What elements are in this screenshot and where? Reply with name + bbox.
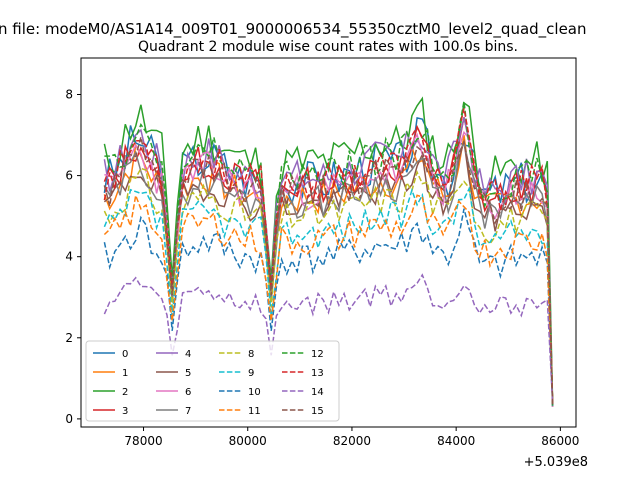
legend-label-14: 14 — [311, 387, 324, 398]
legend-label-15: 15 — [311, 406, 324, 417]
series-line-15 — [103, 136, 554, 407]
legend-label-6: 6 — [185, 387, 191, 398]
axes-frame — [80, 57, 577, 428]
x-tick-label-86000: 86000 — [541, 434, 579, 448]
x-tick-label-78000: 78000 — [124, 434, 162, 448]
legend-label-5: 5 — [185, 368, 191, 379]
legend-label-0: 0 — [122, 349, 128, 360]
chart-title: Quadrant 2 module wise count rates with … — [138, 39, 518, 55]
legend-label-4: 4 — [185, 349, 191, 360]
series-line-7 — [103, 140, 554, 405]
chart-suptitle: n file: modeM0/AS1A14_009T01_9000006534_… — [0, 20, 587, 39]
legend-label-10: 10 — [248, 387, 261, 398]
ticks-layer: 78000 80000 82000 84000 86000 0 2 4 6 8 — [65, 87, 579, 448]
x-offset-label: +5.039e8 — [524, 455, 588, 470]
legend-label-9: 9 — [248, 368, 254, 379]
series-line-12 — [104, 101, 554, 407]
y-tick-label-2: 2 — [65, 331, 73, 345]
y-tick-label-0: 0 — [65, 412, 73, 426]
series-layer — [103, 96, 554, 407]
legend-label-3: 3 — [122, 406, 128, 417]
series-line-14 — [103, 273, 554, 403]
x-tick-label-80000: 80000 — [229, 434, 267, 448]
y-tick-label-8: 8 — [65, 87, 73, 101]
x-tick-label-82000: 82000 — [333, 434, 371, 448]
series-line-9 — [103, 186, 554, 407]
x-tick-label-84000: 84000 — [437, 434, 475, 448]
series-line-11 — [103, 192, 554, 403]
series-line-8 — [103, 167, 554, 403]
series-line-10 — [103, 208, 554, 405]
series-line-13 — [103, 108, 554, 405]
legend-label-2: 2 — [122, 387, 128, 398]
legend-label-7: 7 — [185, 406, 191, 417]
legend-label-11: 11 — [248, 406, 261, 417]
y-tick-label-6: 6 — [65, 169, 73, 183]
legend-label-8: 8 — [248, 349, 254, 360]
legend-label-1: 1 — [122, 368, 128, 379]
plot-area: 78000 80000 82000 84000 86000 0 2 4 6 8 — [65, 57, 579, 448]
y-tick-label-4: 4 — [65, 250, 73, 264]
legend-label-12: 12 — [311, 349, 324, 360]
legend-box — [85, 340, 340, 422]
legend-label-13: 13 — [311, 368, 324, 379]
